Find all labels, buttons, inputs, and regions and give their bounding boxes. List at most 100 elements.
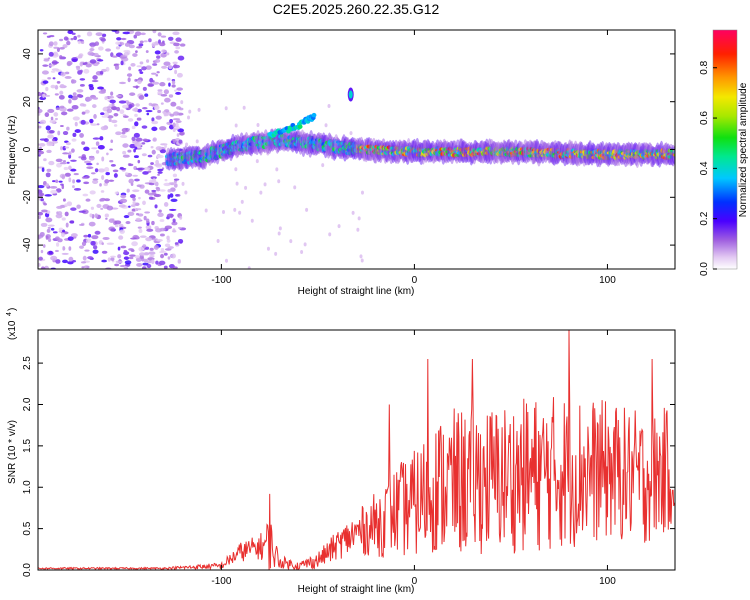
spectrogram-noise-cell — [48, 160, 55, 166]
spectrogram-noise-cell — [59, 124, 64, 127]
spectrogram-faint-cell — [360, 190, 364, 195]
spectrogram-noise-cell — [61, 252, 69, 255]
spectrogram-faint-cell — [240, 199, 244, 204]
spectrogram-noise-cell — [92, 249, 99, 254]
spectrogram-noise-cell — [79, 245, 84, 249]
spectrogram-faint-cell — [293, 185, 297, 190]
spectrogram-noise-cell — [128, 66, 132, 71]
spectrogram-x-tick-label: 0 — [412, 275, 418, 286]
spectrogram-noise-cell — [157, 90, 163, 95]
spectrogram-noise-cell — [150, 179, 157, 184]
spectrogram-noise-cell — [130, 204, 136, 208]
spectrogram-noise-cell — [159, 126, 167, 131]
spectrogram-noise-cell — [159, 149, 167, 154]
spectrogram-noise-cell — [142, 200, 146, 206]
spectrogram-faint-cell — [172, 228, 176, 233]
spectrogram-noise-cell — [172, 122, 176, 128]
spectrogram-noise-cell — [69, 220, 75, 224]
spectrogram-noise-cell — [117, 246, 121, 251]
spectrogram-noise-cell — [169, 118, 174, 124]
spectrogram-noise-cell — [88, 221, 96, 227]
spectrogram-noise-cell — [63, 36, 69, 41]
spectrogram-faint-cell — [234, 123, 238, 128]
spectrogram-noise-cell — [48, 41, 54, 47]
spectrogram-noise-cell — [83, 181, 90, 185]
spectrogram-noise-cell — [176, 39, 182, 42]
spectrogram-noise-cell — [149, 247, 154, 251]
spectrogram-noise-cell — [138, 196, 141, 200]
spectrogram-noise-cell — [157, 89, 163, 92]
spectrogram-noise-cell — [123, 256, 130, 260]
snr-x-tick-label: -100 — [211, 576, 231, 587]
spectrogram-faint-cell — [224, 258, 228, 263]
spectrogram-noise-cell — [70, 159, 77, 162]
spectrogram-noise-cell — [167, 188, 172, 193]
spectrogram-noise-cell — [55, 179, 59, 184]
spectrogram-noise-cell — [79, 84, 85, 87]
spectrogram-noise-cell — [146, 260, 152, 264]
spectrogram-noise-cell — [176, 133, 180, 137]
colorbar-tick-label: 0.4 — [699, 161, 710, 175]
colorbar-label: Normalized spectral amplitude — [738, 82, 749, 217]
spectrogram-noise-cell — [48, 238, 52, 243]
spectrogram-noise-cell — [50, 189, 58, 194]
snr-multiplier-close: ) — [7, 308, 18, 311]
spectrogram-noise-cell — [177, 226, 182, 230]
spectrogram-noise-cell — [51, 61, 59, 64]
spectrogram-noise-cell — [110, 228, 115, 232]
spectrogram-noise-cell — [54, 93, 59, 96]
spectrogram-noise-cell — [46, 228, 51, 233]
snr-y-tick-label: 1.0 — [22, 480, 33, 494]
spectrogram-noise-cell — [134, 202, 140, 207]
spectrogram-noise-cell — [138, 229, 143, 234]
spectrogram-noise-cell — [70, 168, 77, 172]
spectrogram-noise-cell — [166, 213, 174, 218]
spectrogram-noise-cell — [86, 166, 94, 170]
spectrogram-noise-cell — [178, 107, 184, 111]
spectrogram-noise-cell — [78, 223, 85, 226]
spectrogram-noise-cell — [62, 160, 67, 163]
snr-x-label: Height of straight line (km) — [298, 584, 415, 595]
spectrogram-noise-cell — [141, 153, 147, 157]
spectrogram-noise-cell — [91, 147, 98, 150]
spectrogram-noise-cell — [120, 245, 127, 249]
spectrogram-noise-cell — [127, 118, 134, 122]
spectrogram-noise-cell — [106, 205, 114, 211]
spectrogram-noise-cell — [87, 256, 94, 260]
spectrogram-noise-cell — [121, 127, 129, 133]
spectrogram-noise-cell — [136, 46, 143, 49]
spectrogram-noise-cell — [71, 95, 78, 101]
spectrogram-noise-cell — [136, 208, 142, 211]
spectrogram-noise-cell — [52, 180, 56, 183]
spectrogram-noise-cell — [77, 34, 81, 38]
spectrogram-noise-cell — [93, 52, 99, 57]
spectrogram-noise-cell — [61, 174, 66, 180]
spectrogram-noise-cell — [115, 94, 122, 98]
spectrogram-noise-cell — [84, 249, 90, 252]
spectrogram-noise-cell — [132, 108, 138, 112]
spectrogram-noise-cell — [106, 108, 113, 114]
spectrogram-noise-cell — [82, 255, 87, 261]
spectrogram-noise-cell — [141, 142, 146, 145]
spectrogram-noise-cell — [142, 244, 147, 249]
spectrogram-noise-cell — [135, 217, 142, 221]
spectrogram-noise-cell — [150, 162, 154, 165]
spectrogram-noise-cell — [139, 71, 144, 74]
spectrogram-noise-cell — [127, 77, 131, 83]
spectrogram-noise-cell — [50, 84, 56, 89]
spectrogram-noise-cell — [73, 35, 78, 41]
colorbar-tick-label: 0.2 — [699, 211, 710, 225]
spectrogram-noise-cell — [39, 192, 45, 197]
spectrogram-noise-cell — [164, 144, 167, 149]
spectrogram-noise-cell — [169, 187, 176, 192]
spectrogram-noise-cell — [151, 120, 159, 125]
spectrogram-noise-cell — [78, 54, 83, 59]
spectrogram-faint-cell — [244, 185, 248, 190]
spectrogram-noise-cell — [157, 32, 162, 37]
spectrogram-noise-cell — [156, 239, 163, 242]
spectrogram-noise-cell — [46, 35, 51, 38]
spectrogram-noise-cell — [68, 94, 73, 99]
spectrogram-noise-cell — [164, 225, 173, 230]
spectrogram-noise-cell — [137, 159, 141, 164]
